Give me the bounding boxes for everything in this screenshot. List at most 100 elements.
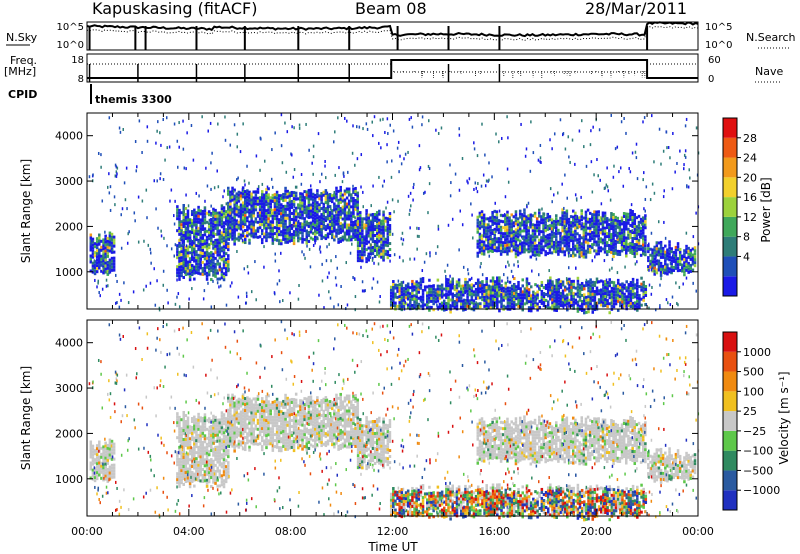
power-gate bbox=[350, 214, 353, 218]
power-gate bbox=[576, 232, 579, 236]
power-gate bbox=[661, 249, 665, 253]
power-gate bbox=[339, 197, 342, 201]
power-gate bbox=[269, 232, 272, 236]
power-gate bbox=[350, 196, 353, 200]
power-gate bbox=[392, 286, 395, 290]
power-scatter bbox=[458, 188, 461, 192]
power-gate bbox=[411, 279, 414, 283]
power-gate bbox=[591, 219, 594, 223]
power-gate bbox=[386, 256, 390, 260]
power-scatter bbox=[203, 289, 206, 293]
colorbar-swatch bbox=[723, 157, 737, 178]
power-gate bbox=[182, 233, 185, 237]
power-gate bbox=[309, 188, 313, 192]
power-scatter bbox=[664, 236, 667, 240]
power-gate bbox=[518, 221, 522, 225]
power-gate bbox=[205, 250, 209, 254]
power-gate bbox=[561, 292, 565, 296]
power-gate bbox=[380, 240, 383, 244]
power-gate bbox=[512, 239, 516, 243]
power-gate bbox=[616, 308, 620, 312]
power-scatter bbox=[628, 167, 630, 171]
power-gate bbox=[447, 296, 450, 300]
power-gate bbox=[655, 271, 659, 275]
power-gate bbox=[540, 239, 543, 243]
power-gate bbox=[89, 254, 93, 258]
power-gate bbox=[398, 289, 401, 293]
power-gate bbox=[687, 246, 690, 250]
power-gate bbox=[495, 222, 499, 226]
power-gate bbox=[664, 256, 667, 260]
power-gate bbox=[595, 222, 598, 226]
power-gate bbox=[260, 220, 264, 224]
colorbar-swatch bbox=[723, 216, 737, 237]
power-gate bbox=[485, 304, 488, 308]
power-scatter bbox=[577, 300, 580, 304]
power-gate bbox=[668, 246, 671, 250]
power-gate bbox=[693, 249, 697, 253]
power-gate bbox=[440, 301, 444, 305]
power-scatter bbox=[145, 188, 148, 192]
power-gate bbox=[434, 297, 438, 301]
power-gate bbox=[112, 241, 116, 245]
power-gate bbox=[263, 196, 266, 200]
power-scatter bbox=[210, 258, 213, 262]
power-gate bbox=[515, 285, 518, 289]
power-gate bbox=[631, 277, 635, 281]
power-gate bbox=[514, 216, 518, 220]
power-gate bbox=[330, 212, 334, 216]
power-gate bbox=[218, 244, 222, 248]
power-gate bbox=[639, 229, 643, 233]
power-scatter bbox=[473, 187, 475, 191]
power-scatter bbox=[242, 229, 244, 233]
power-gate bbox=[557, 240, 560, 244]
colorbar-swatch bbox=[723, 256, 737, 277]
power-gate bbox=[517, 283, 520, 287]
power-gate bbox=[417, 305, 421, 309]
power-gate bbox=[619, 298, 622, 302]
power-gate bbox=[610, 215, 613, 219]
power-gate bbox=[525, 218, 528, 222]
power-gate bbox=[326, 217, 330, 221]
power-gate bbox=[508, 216, 511, 220]
power-gate bbox=[627, 215, 630, 219]
power-gate bbox=[525, 233, 528, 237]
power-gate bbox=[527, 220, 530, 224]
power-gate bbox=[683, 273, 686, 277]
power-gate bbox=[229, 232, 232, 236]
power-gate bbox=[478, 238, 482, 242]
power-gate bbox=[481, 280, 484, 284]
power-gate bbox=[474, 302, 478, 306]
power-gate bbox=[347, 217, 351, 221]
power-gate bbox=[453, 302, 457, 306]
power-gate bbox=[635, 237, 639, 241]
power-gate bbox=[197, 271, 200, 275]
power-scatter bbox=[298, 123, 301, 127]
power-gate bbox=[642, 295, 645, 299]
power-scatter bbox=[671, 187, 674, 191]
power-gate bbox=[540, 298, 544, 302]
power-gate bbox=[246, 198, 249, 202]
power-gate bbox=[583, 293, 586, 297]
power-gate bbox=[361, 217, 364, 221]
power-gate bbox=[415, 301, 418, 305]
velocity-gate bbox=[95, 447, 99, 451]
power-gate bbox=[409, 286, 412, 290]
power-gate bbox=[593, 249, 596, 253]
power-gate bbox=[190, 267, 194, 271]
power-gate bbox=[531, 214, 535, 218]
power-gate bbox=[525, 239, 528, 243]
power-scatter bbox=[118, 305, 121, 309]
power-gate bbox=[345, 214, 349, 218]
power-scatter bbox=[213, 186, 216, 190]
power-scatter bbox=[468, 177, 471, 181]
power-gate bbox=[214, 268, 217, 272]
power-scatter bbox=[418, 227, 420, 231]
power-gate bbox=[559, 297, 563, 301]
power-gate bbox=[358, 214, 362, 218]
power-gate bbox=[363, 250, 366, 254]
power-gate bbox=[380, 243, 383, 247]
power-gate bbox=[474, 293, 478, 297]
power-gate bbox=[369, 249, 373, 253]
power-scatter bbox=[427, 164, 430, 168]
